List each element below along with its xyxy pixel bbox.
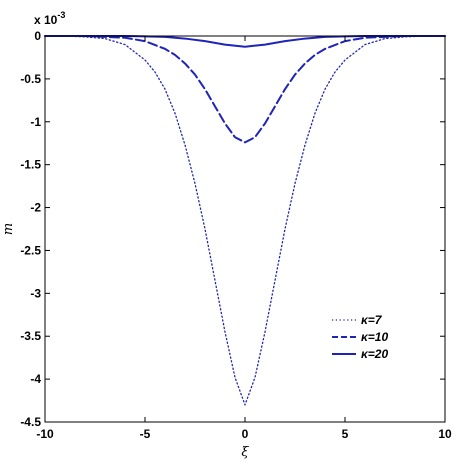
- legend-label-2: κ=10: [361, 330, 388, 344]
- series-line-1: [44, 35, 446, 406]
- y-tick-label: -0.5: [20, 72, 41, 86]
- x-tick-label: -5: [140, 427, 151, 441]
- plot-frame: [44, 35, 446, 423]
- y-axis-label: m: [1, 223, 16, 235]
- y-tick-label: -4: [30, 372, 41, 386]
- x-tick-label: -10: [36, 427, 54, 441]
- x-tick-label: 0: [242, 427, 249, 441]
- y-tick-label: -2.5: [20, 243, 41, 257]
- y-exponent-label: x 10-3: [34, 10, 65, 27]
- y-tick-label: -2: [30, 201, 41, 215]
- x-axis-label: ξ: [241, 445, 249, 460]
- y-tick-label: -1: [30, 115, 41, 129]
- x-tick-label: 5: [342, 427, 349, 441]
- y-tick-label: -3.5: [20, 329, 41, 343]
- y-tick-label: 0: [34, 29, 41, 43]
- y-tick-label: -1.5: [20, 158, 41, 172]
- y-exponent-power: -3: [57, 10, 65, 20]
- y-tick-label: -3: [30, 286, 41, 300]
- legend-label-3: κ=20: [361, 347, 388, 361]
- legend-label-1: κ=7: [361, 313, 383, 327]
- legend: κ=7 κ=10 κ=20: [332, 313, 388, 361]
- y-exponent-base: x 10: [34, 13, 58, 27]
- x-tick-label: 10: [438, 427, 452, 441]
- y-tick-label: -4.5: [20, 415, 41, 429]
- axis-ticks: -10 -5 0 5 10 0 -0.5 -1 -1.5 -2 -2.5 -3 -3.5 -4 -4.5: [20, 29, 452, 441]
- series-line-2: [44, 35, 446, 144]
